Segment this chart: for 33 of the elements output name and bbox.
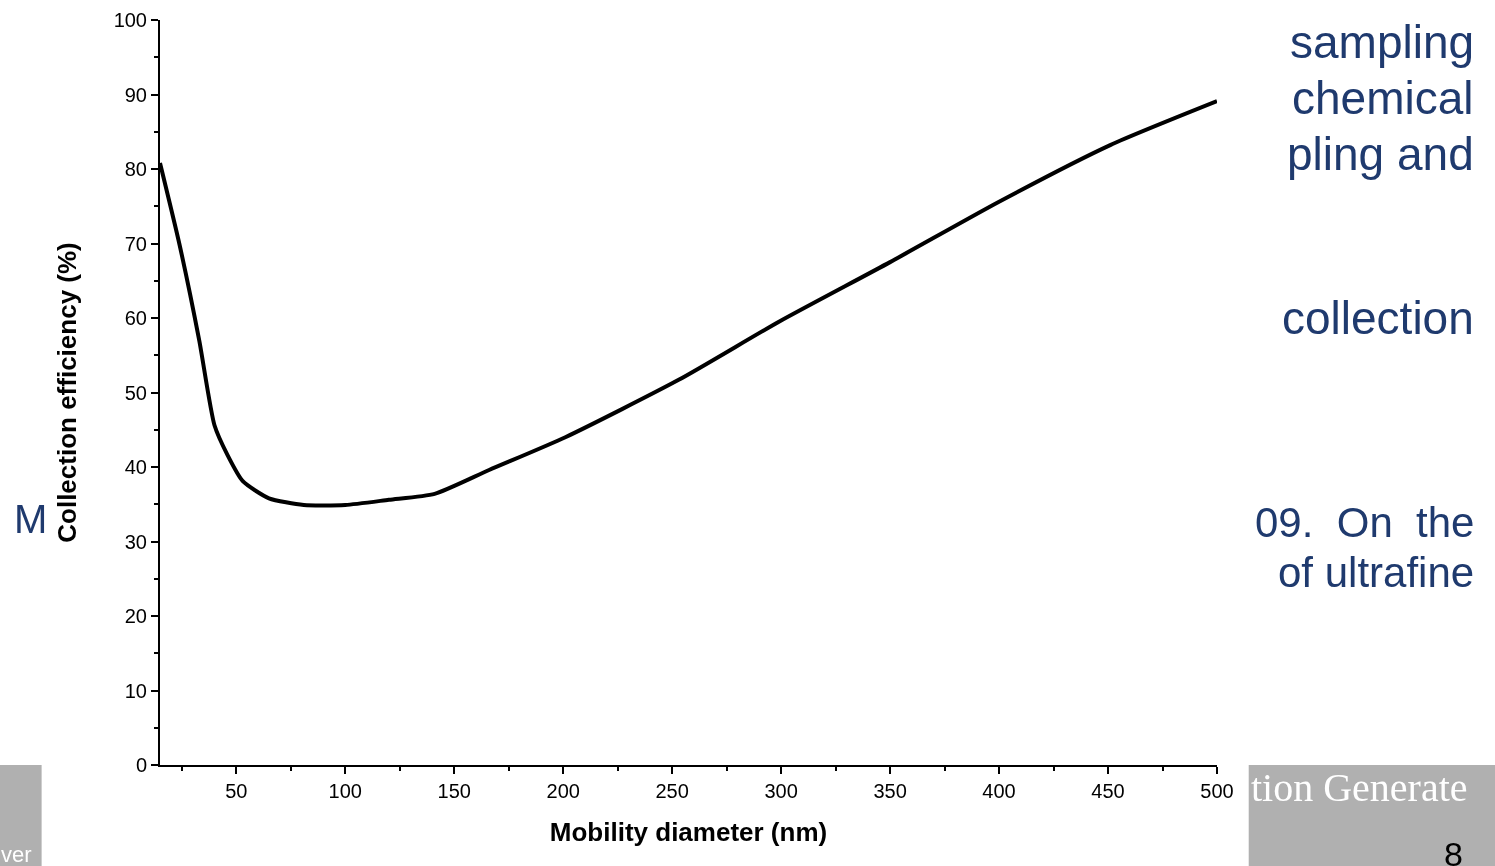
text: 8 bbox=[1444, 835, 1463, 866]
text: chemical bbox=[1292, 72, 1474, 124]
text: tion Generate bbox=[1251, 765, 1468, 810]
text: of ultrafine bbox=[1278, 549, 1475, 596]
x-tick-label: 200 bbox=[546, 780, 580, 802]
y-tick-label: 20 bbox=[124, 605, 147, 627]
y-tick-label: 100 bbox=[113, 9, 147, 31]
x-tick-label: 250 bbox=[655, 780, 689, 802]
y-tick-label: 30 bbox=[124, 530, 147, 553]
text: 09. On the bbox=[1255, 499, 1475, 546]
x-tick-label: 100 bbox=[328, 780, 362, 802]
y-tick-label: 90 bbox=[124, 83, 147, 106]
y-axis-title: Collection efficiency (%) bbox=[51, 242, 82, 543]
text: M bbox=[14, 497, 48, 541]
x-tick-label: 400 bbox=[982, 780, 1016, 802]
x-tick-label: 450 bbox=[1091, 780, 1125, 802]
x-tick-label: 500 bbox=[1200, 780, 1234, 802]
x-tick-label: 150 bbox=[437, 780, 471, 802]
x-axis-title: Mobility diameter (nm) bbox=[549, 817, 828, 848]
x-tick-label: 50 bbox=[225, 780, 248, 802]
y-tick-label: 40 bbox=[124, 456, 147, 478]
text: collection bbox=[1282, 292, 1474, 344]
text: ver bbox=[1, 842, 32, 866]
text: sampling bbox=[1290, 16, 1475, 68]
y-tick-label: 70 bbox=[124, 232, 147, 255]
x-tick-label: 350 bbox=[873, 780, 907, 802]
y-tick-label: 80 bbox=[124, 158, 147, 180]
y-tick-label: 0 bbox=[135, 754, 147, 776]
y-tick-label: 50 bbox=[124, 381, 147, 404]
x-tick-label: 300 bbox=[764, 780, 798, 802]
y-tick-label: 60 bbox=[124, 307, 147, 329]
y-tick-label: 10 bbox=[124, 679, 147, 702]
text: pling and bbox=[1287, 128, 1474, 180]
